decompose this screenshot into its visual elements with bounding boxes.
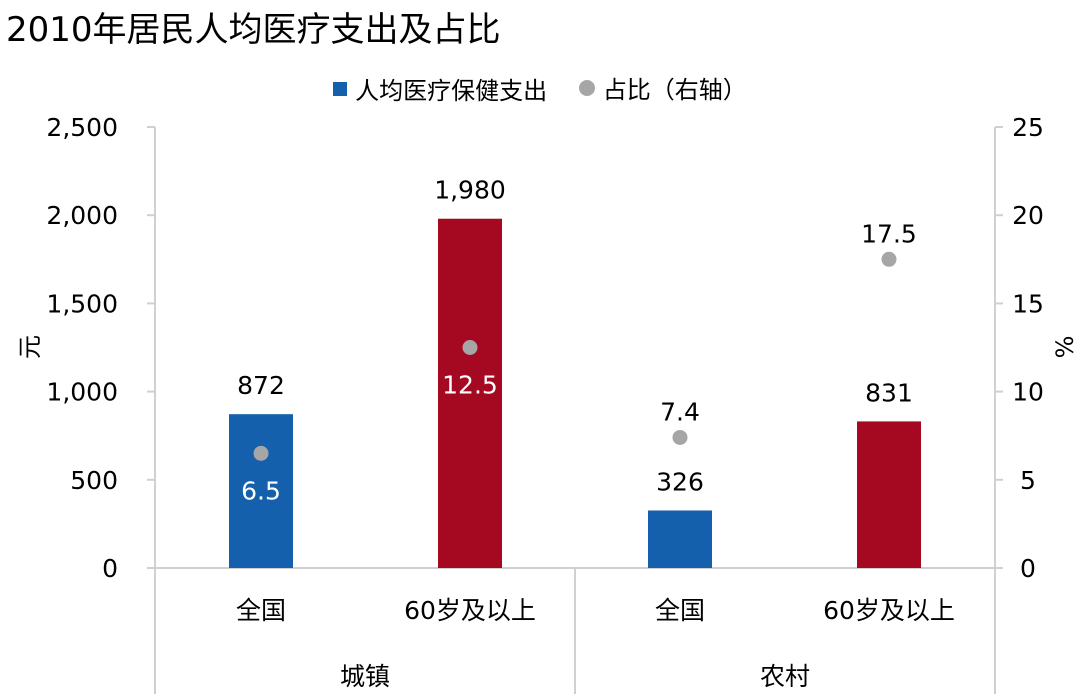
- bar-value-label: 872: [237, 371, 285, 400]
- legend-swatch-bar: [333, 81, 348, 96]
- chart-title: 2010年居民人均医疗支出及占比: [6, 10, 501, 50]
- bar-value-label: 326: [656, 467, 704, 496]
- right-tick-label: 25: [1012, 113, 1044, 142]
- pct-value-label: 17.5: [861, 219, 917, 248]
- right-tick-label: 15: [1012, 289, 1044, 318]
- legend: 人均医疗保健支出 占比（右轴）: [0, 70, 1080, 106]
- left-tick-label: 2,500: [46, 113, 118, 142]
- pct-dot-0: [253, 445, 269, 461]
- legend-item-dot: 占比（右轴）: [578, 70, 747, 105]
- left-tick-label: 1,000: [46, 378, 118, 407]
- right-tick-label: 0: [1020, 554, 1036, 583]
- legend-label-dot: 占比（右轴）: [602, 76, 747, 104]
- category-label: 全国: [236, 596, 286, 625]
- left-tick-label: 2,000: [46, 201, 118, 230]
- pct-value-label: 6.5: [241, 476, 281, 505]
- pct-dot-3: [881, 251, 897, 267]
- group-label: 农村: [760, 662, 810, 691]
- bar-3: [857, 421, 921, 568]
- bar-0: [229, 414, 293, 568]
- right-tick-label: 5: [1020, 466, 1036, 495]
- legend-swatch-dot: [578, 79, 595, 96]
- right-tick-label: 10: [1012, 378, 1044, 407]
- left-tick-label: 1,500: [46, 289, 118, 318]
- legend-item-bar: 人均医疗保健支出: [333, 71, 547, 106]
- y-axis-label: 元: [16, 335, 44, 359]
- left-tick-label: 500: [70, 466, 118, 495]
- category-label: 60岁及以上: [404, 596, 536, 625]
- pct-value-label: 7.4: [660, 397, 700, 426]
- bar-2: [648, 510, 712, 568]
- right-tick-label: 20: [1012, 201, 1044, 230]
- bar-1: [438, 218, 502, 568]
- category-label: 60岁及以上: [823, 596, 955, 625]
- category-label: 全国: [655, 596, 705, 625]
- left-tick-label: 0: [102, 554, 118, 583]
- legend-label-bar: 人均医疗保健支出: [355, 77, 548, 105]
- pct-dot-1: [462, 340, 478, 355]
- group-label: 城镇: [340, 662, 390, 691]
- pct-value-label: 12.5: [442, 371, 498, 400]
- y-axis-label-right: %: [1051, 336, 1079, 359]
- pct-dot-2: [672, 429, 688, 445]
- bar-value-label: 831: [865, 378, 913, 407]
- bar-value-label: 1,980: [434, 176, 506, 205]
